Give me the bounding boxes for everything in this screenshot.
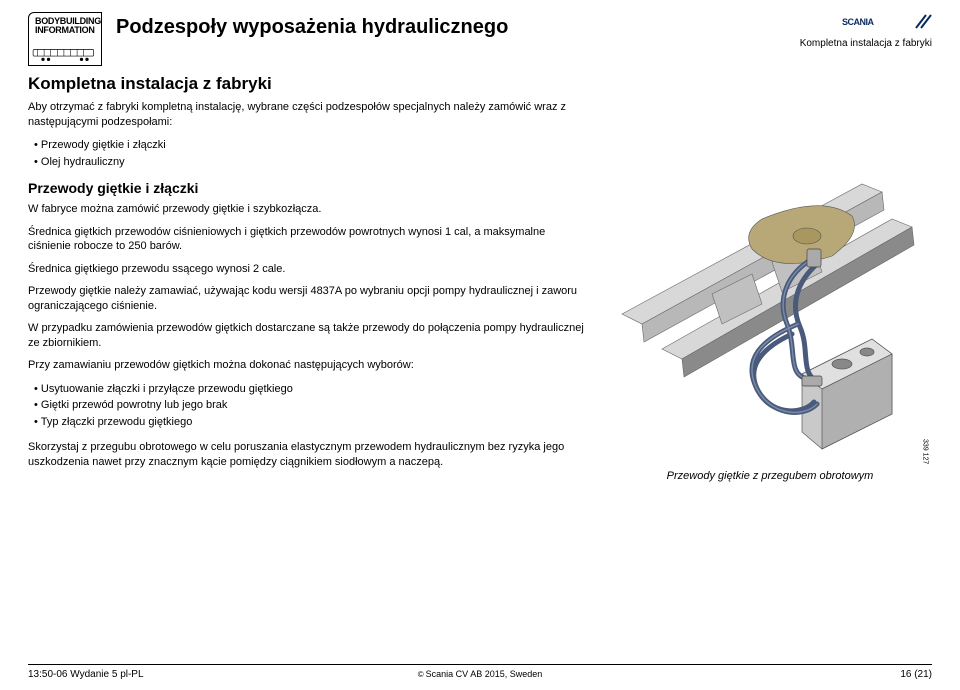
footer-center-text: Scania CV AB 2015, Sweden — [426, 669, 543, 679]
section-heading: Kompletna instalacja z fabryki — [28, 74, 588, 94]
paragraph: Przy zamawianiu przewodów giętkich można… — [28, 358, 588, 373]
main-column: Kompletna instalacja z fabryki Aby otrzy… — [28, 74, 588, 482]
list-item: Typ złączki przewodu giętkiego — [34, 414, 588, 431]
bodybuilding-badge: BODYBUILDING INFORMATION — [28, 12, 102, 66]
footer-center: © Scania CV AB 2015, Sweden — [418, 669, 542, 679]
document-title: Podzespoły wyposażenia hydraulicznego — [116, 16, 508, 39]
list-item: Przewody giętkie i złączki — [34, 137, 588, 154]
paragraph: Skorzystaj z przegubu obrotowego w celu … — [28, 440, 588, 469]
trailer-icon — [32, 48, 98, 62]
paragraph: W fabryce można zamówić przewody giętkie… — [28, 202, 588, 217]
footer: 13:50-06 Wydanie 5 pl-PL © Scania CV AB … — [28, 664, 932, 680]
figure-number: 339 127 — [922, 439, 929, 464]
swivel-hose-illustration — [612, 164, 922, 464]
header: BODYBUILDING INFORMATION Podzespoły wypo… — [28, 12, 932, 66]
list-item: Giętki przewód powrotny lub jego brak — [34, 397, 588, 414]
copyright-mark: © — [418, 670, 424, 679]
subsection-heading: Przewody giętkie i złączki — [28, 180, 588, 196]
header-caption: Kompletna instalacja z fabryki — [800, 38, 932, 49]
paragraph: Średnica giętkiego przewodu ssącego wyno… — [28, 262, 588, 277]
list-item: Usytuowanie złączki i przyłącze przewodu… — [34, 381, 588, 398]
footer-right: 16 (21) — [900, 669, 932, 680]
paragraph: Przewody giętkie należy zamawiać, używaj… — [28, 284, 588, 313]
list-1: Przewody giętkie i złączki Olej hydrauli… — [34, 137, 588, 170]
content: Kompletna instalacja z fabryki Aby otrzy… — [28, 74, 932, 482]
header-left: BODYBUILDING INFORMATION Podzespoły wypo… — [28, 12, 508, 66]
header-right: SCANIA Kompletna instalacja z fabryki — [800, 12, 932, 49]
badge-line2: INFORMATION — [35, 26, 101, 35]
paragraph: W przypadku zamówienia przewodów giętkic… — [28, 321, 588, 350]
page: BODYBUILDING INFORMATION Podzespoły wypo… — [0, 0, 960, 690]
list-item: Olej hydrauliczny — [34, 154, 588, 171]
paragraph: Aby otrzymać z fabryki kompletną instala… — [28, 100, 588, 129]
paragraph: Średnica giętkich przewodów ciśnieniowyc… — [28, 225, 588, 254]
list-2: Usytuowanie złączki i przyłącze przewodu… — [34, 381, 588, 431]
figure-column: 339 127 Przewody giętkie z przegubem obr… — [608, 74, 932, 482]
scania-logo: SCANIA — [842, 12, 932, 32]
footer-left: 13:50-06 Wydanie 5 pl-PL — [28, 669, 144, 680]
figure-caption: Przewody giętkie z przegubem obrotowym — [667, 470, 874, 482]
svg-text:SCANIA: SCANIA — [842, 17, 875, 27]
